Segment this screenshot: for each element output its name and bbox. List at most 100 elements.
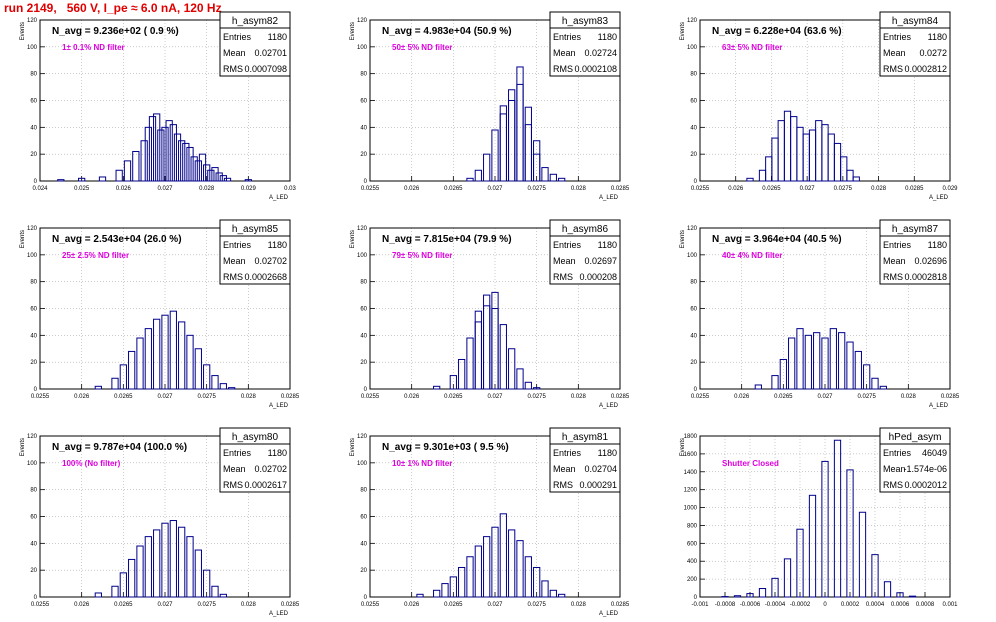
stat-value: 0.02702 xyxy=(254,464,287,474)
stat-label: RMS xyxy=(223,480,243,490)
y-tick-label: 400 xyxy=(687,559,698,565)
filter-label: Shutter Closed xyxy=(722,459,779,468)
y-tick-label: 40 xyxy=(360,541,367,547)
histogram-bar xyxy=(219,593,227,598)
x-tick-label: 0.0255 xyxy=(691,186,710,192)
y-tick-label: 80 xyxy=(30,280,37,286)
x-tick-label: 0.026 xyxy=(728,186,744,192)
x-tick-label: 0.0275 xyxy=(834,186,853,192)
histogram-bar xyxy=(449,375,457,390)
histogram-bar xyxy=(846,469,854,598)
histogram-bar xyxy=(821,460,829,598)
y-tick-label: 120 xyxy=(687,18,698,24)
filter-label: 79± 5% ND filter xyxy=(392,251,452,260)
y-tick-label: 80 xyxy=(360,72,367,78)
y-tick-label: 0 xyxy=(694,595,698,601)
histogram-bar xyxy=(244,179,252,182)
x-tick-label: 0.0265 xyxy=(114,602,133,608)
y-tick-label: 20 xyxy=(360,568,367,574)
x-axis-label: A_LED xyxy=(599,611,619,617)
stat-value: 0.02702 xyxy=(254,256,287,266)
histogram-bar xyxy=(491,129,499,182)
histogram-bar xyxy=(524,556,532,598)
stat-value: 1180 xyxy=(598,32,617,42)
y-tick-label: 1800 xyxy=(684,434,698,440)
filter-label: 40± 4% ND filter xyxy=(722,251,782,260)
x-tick-label: 0.0255 xyxy=(361,394,380,400)
x-tick-label: 0.0285 xyxy=(611,394,630,400)
histogram-bar xyxy=(499,105,507,182)
y-tick-label: 40 xyxy=(360,125,367,131)
histogram-bar xyxy=(777,120,785,182)
x-axis-label: A_LED xyxy=(269,195,289,201)
histogram-bar xyxy=(541,580,549,598)
histogram-bar xyxy=(746,177,754,182)
y-tick-label: 60 xyxy=(360,307,367,313)
y-tick-label: 20 xyxy=(30,360,37,366)
histogram-bar xyxy=(153,529,161,598)
x-tick-label: 0.0285 xyxy=(941,394,960,400)
x-tick-label: 0.026 xyxy=(404,186,420,192)
n-avg-label: N_avg = 7.815e+04 (79.9 %) xyxy=(382,234,512,245)
y-tick-label: 60 xyxy=(360,515,367,521)
histogram-bar xyxy=(783,558,792,598)
histogram-bar xyxy=(194,348,202,390)
histogram-bar xyxy=(508,100,516,182)
histogram-bar xyxy=(169,310,177,390)
y-tick-label: 120 xyxy=(357,434,368,440)
histogram-bar xyxy=(852,176,860,182)
histogram-bar xyxy=(98,176,107,182)
y-tick-label: 40 xyxy=(690,125,697,131)
run-title: run 2149, 560 V, I_pe ≈ 6.0 nA, 120 Hz xyxy=(4,1,222,15)
stat-value: 0.0272 xyxy=(919,48,947,58)
histogram-bar xyxy=(827,133,835,182)
x-tick-label: 0.028 xyxy=(571,602,587,608)
y-axis-label: Events xyxy=(20,438,26,456)
stat-label: Mean xyxy=(223,256,246,266)
x-tick-label: 0.0275 xyxy=(527,602,546,608)
histogram-bar xyxy=(178,526,186,598)
x-tick-label: 0.028 xyxy=(241,602,257,608)
stats-box xyxy=(219,427,291,493)
x-tick-label: 0.0275 xyxy=(197,602,216,608)
histogram-bar xyxy=(466,337,474,390)
x-axis-label: A_LED xyxy=(929,403,949,409)
stat-value: 1180 xyxy=(268,240,287,250)
y-tick-label: 100 xyxy=(357,461,368,467)
stat-label: Entries xyxy=(553,32,582,42)
histogram-bar xyxy=(813,332,821,390)
histogram-bar xyxy=(815,120,823,182)
x-tick-label: 0.028 xyxy=(871,186,887,192)
y-tick-label: 60 xyxy=(690,307,697,313)
histogram-bar xyxy=(771,375,779,390)
y-tick-label: 1000 xyxy=(684,506,698,512)
x-axis-label: A_LED xyxy=(599,403,619,409)
stat-value: 0.0002668 xyxy=(244,272,287,282)
histogram-bar xyxy=(754,384,762,390)
y-tick-label: 0 xyxy=(34,595,38,601)
histogram-bar xyxy=(524,124,532,182)
panel-title: hPed_asym xyxy=(889,432,942,443)
n-avg-label: N_avg = 6.228e+04 (63.6 %) xyxy=(712,26,842,37)
histogram-bar xyxy=(808,129,817,182)
filter-label: 63± 5% ND filter xyxy=(722,43,782,52)
panel-title: h_asym86 xyxy=(562,224,609,235)
histogram-bar xyxy=(169,520,177,598)
histogram-bar xyxy=(161,314,169,390)
histogram-bar xyxy=(796,528,804,598)
y-tick-label: 1400 xyxy=(684,470,698,476)
y-tick-label: 20 xyxy=(360,360,367,366)
y-tick-label: 80 xyxy=(360,488,367,494)
stat-label: RMS xyxy=(553,272,573,282)
histogram-bar xyxy=(132,150,140,182)
y-tick-label: 120 xyxy=(27,434,38,440)
x-tick-label: 0.0285 xyxy=(611,602,630,608)
panel-title: h_asym82 xyxy=(232,16,279,27)
filter-label: 50± 5% ND filter xyxy=(392,43,452,52)
stat-label: Entries xyxy=(553,240,582,250)
x-tick-label: 0.027 xyxy=(817,394,833,400)
histogram-bar xyxy=(821,337,829,390)
y-tick-label: 60 xyxy=(30,515,37,521)
stat-label: RMS xyxy=(883,272,903,282)
histogram-bar xyxy=(483,305,491,390)
